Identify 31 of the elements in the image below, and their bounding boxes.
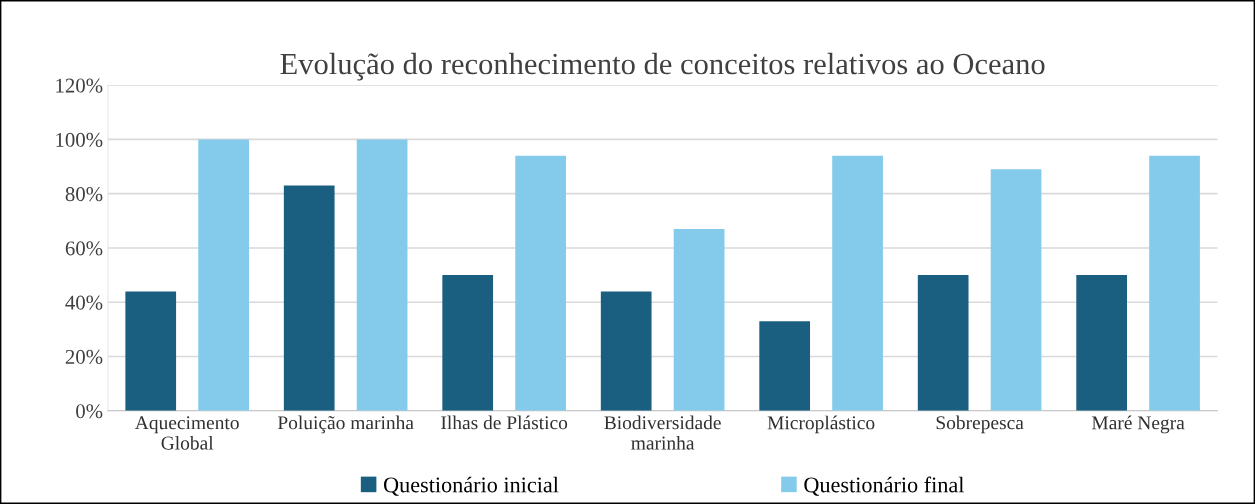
y-tick-label: 120%	[56, 78, 103, 93]
x-tick-label: Maré Negra	[1091, 415, 1185, 434]
bar	[832, 155, 883, 411]
bar	[1149, 155, 1200, 411]
bar	[442, 275, 494, 411]
x-tick-label: Microplástico	[767, 415, 875, 434]
bar	[673, 228, 725, 411]
legend-label: Questionário final	[804, 476, 964, 496]
bar	[515, 155, 566, 411]
bar	[356, 139, 408, 411]
y-tick-label: 40%	[65, 295, 103, 310]
bar	[1076, 275, 1128, 411]
bar	[600, 291, 652, 411]
legend-label: Questionário inicial	[383, 476, 559, 496]
bar	[283, 185, 335, 411]
x-tick-label: Sobrepesca	[936, 415, 1024, 434]
x-tick-label: Poluição marinha	[277, 415, 414, 434]
bar	[917, 275, 969, 411]
chart-title: Evolução do reconhecimento de conceitos relativos ao Oceano	[280, 52, 1045, 81]
bar	[990, 169, 1042, 411]
y-tick-label: 20%	[65, 349, 103, 364]
bar	[125, 291, 177, 411]
bar	[198, 139, 249, 411]
y-tick-label: 80%	[65, 187, 103, 202]
bar	[759, 321, 811, 411]
x-tick-label: Biodiversidade marinha	[604, 415, 721, 450]
y-tick-label: 60%	[65, 241, 103, 256]
y-tick-label: 0%	[76, 404, 103, 419]
x-tick-label: Ilhas de Plástico	[441, 415, 568, 430]
y-tick-label: 100%	[56, 132, 103, 147]
x-tick-label: Aquecimento Global	[134, 416, 239, 450]
